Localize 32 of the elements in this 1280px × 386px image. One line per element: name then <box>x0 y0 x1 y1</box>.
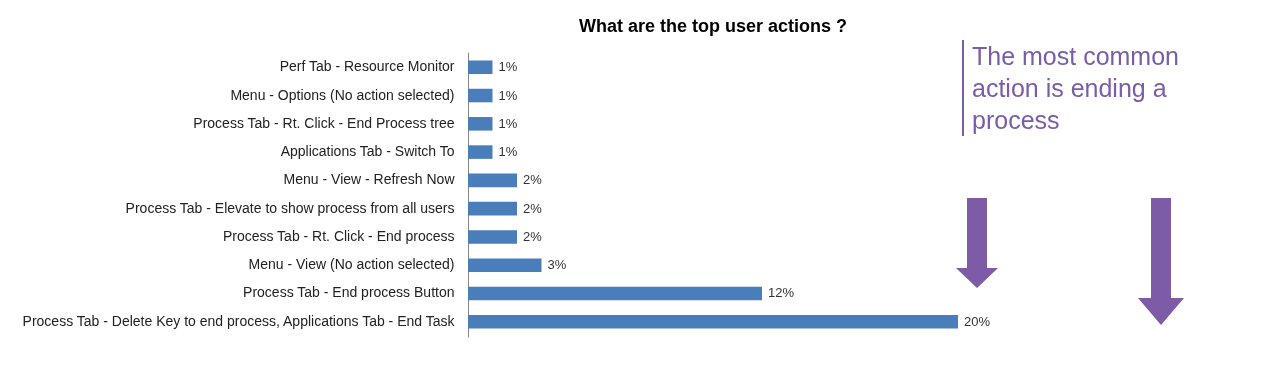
data-label: 1% <box>498 144 518 160</box>
bar <box>468 230 517 244</box>
bar <box>468 173 517 188</box>
bar <box>468 145 493 159</box>
bar <box>468 314 958 329</box>
y-tick-label: Menu - View (No action selected) <box>248 256 455 273</box>
bar <box>468 117 493 131</box>
y-tick-label: Menu - Options (No action selected) <box>230 86 455 103</box>
bar <box>468 258 542 272</box>
text: The most common action is ending a process <box>962 40 1242 136</box>
bar <box>468 201 517 216</box>
data-label: 1% <box>498 87 518 103</box>
bar <box>468 60 493 75</box>
y-tick-label: Process Tab - Rt. Click - End process <box>222 227 455 244</box>
y-tick-label: Perf Tab - Resource Monitor <box>279 58 455 75</box>
data-label: 2% <box>523 228 543 244</box>
y-tick-label: Process Tab - Rt. Click - End Process tree <box>193 114 455 131</box>
data-label: 20% <box>964 313 991 329</box>
data-label: 1% <box>498 59 518 75</box>
y-tick-label: Process Tab - Elevate to show process from all users <box>125 199 455 216</box>
y-tick-label: Applications Tab - Switch To <box>280 143 455 160</box>
data-label: 12% <box>768 285 795 301</box>
data-label: 1% <box>498 115 518 131</box>
bar <box>468 88 493 103</box>
data-label: 2% <box>523 172 543 188</box>
y-tick-label: Menu - View - Refresh Now <box>283 171 456 188</box>
y-tick-label: Process Tab - End process Button <box>243 284 455 301</box>
data-label: 2% <box>523 200 543 216</box>
chart-title: What are the top user actions ? <box>578 16 848 36</box>
bar <box>468 286 762 301</box>
data-label: 3% <box>547 257 567 273</box>
y-tick-label: Process Tab - Delete Key to end process, Applications Tab - End Task <box>22 312 456 329</box>
